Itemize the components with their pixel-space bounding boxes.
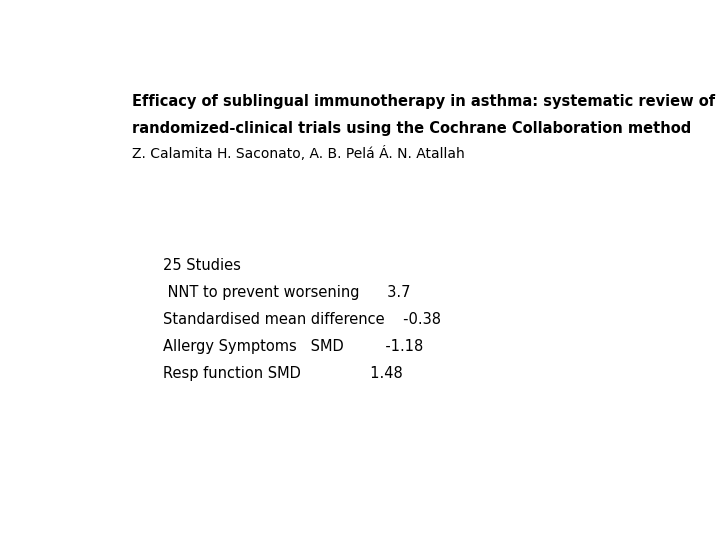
- Text: NNT to prevent worsening      3.7: NNT to prevent worsening 3.7: [163, 285, 410, 300]
- Text: Z. Calamita H. Saconato, A. B. Pelá Á. N. Atallah: Z. Calamita H. Saconato, A. B. Pelá Á. N…: [132, 146, 464, 161]
- Text: 25 Studies: 25 Studies: [163, 258, 240, 273]
- Text: Standardised mean difference    -0.38: Standardised mean difference -0.38: [163, 312, 441, 327]
- Text: Allergy Symptoms   SMD         -1.18: Allergy Symptoms SMD -1.18: [163, 339, 423, 354]
- Text: randomized-clinical trials using the Cochrane Collaboration method: randomized-clinical trials using the Coc…: [132, 121, 691, 136]
- Text: Resp function SMD               1.48: Resp function SMD 1.48: [163, 366, 402, 381]
- Text: Efficacy of sublingual immunotherapy in asthma: systematic review of: Efficacy of sublingual immunotherapy in …: [132, 94, 715, 109]
